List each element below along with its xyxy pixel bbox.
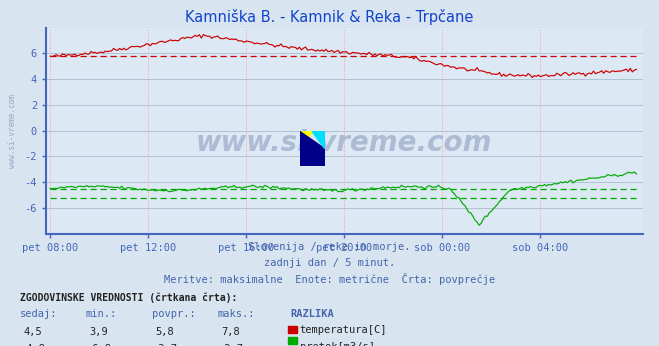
Polygon shape xyxy=(312,131,325,149)
Text: 7,8: 7,8 xyxy=(221,327,240,337)
Text: povpr.:: povpr.: xyxy=(152,309,195,319)
Text: -4,8: -4,8 xyxy=(20,344,45,346)
Polygon shape xyxy=(312,131,325,149)
Text: www.si-vreme.com: www.si-vreme.com xyxy=(8,94,17,169)
Text: sedaj:: sedaj: xyxy=(20,309,57,319)
Text: -2,7: -2,7 xyxy=(218,344,243,346)
Polygon shape xyxy=(300,131,312,149)
Text: min.:: min.: xyxy=(86,309,117,319)
Text: Kamniška B. - Kamnik & Reka - Trpčane: Kamniška B. - Kamnik & Reka - Trpčane xyxy=(185,9,474,25)
Text: ZGODOVINSKE VREDNOSTI (črtkana črta):: ZGODOVINSKE VREDNOSTI (črtkana črta): xyxy=(20,292,237,303)
Polygon shape xyxy=(300,131,325,166)
Text: Meritve: maksimalne  Enote: metrične  Črta: povprečje: Meritve: maksimalne Enote: metrične Črta… xyxy=(164,273,495,285)
Text: RAZLIKA: RAZLIKA xyxy=(290,309,333,319)
Text: -6,8: -6,8 xyxy=(86,344,111,346)
Text: 5,8: 5,8 xyxy=(156,327,174,337)
Text: -3,7: -3,7 xyxy=(152,344,177,346)
Text: 3,9: 3,9 xyxy=(90,327,108,337)
Text: zadnji dan / 5 minut.: zadnji dan / 5 minut. xyxy=(264,258,395,268)
Text: maks.:: maks.: xyxy=(217,309,255,319)
Text: 4,5: 4,5 xyxy=(24,327,42,337)
Text: www.si-vreme.com: www.si-vreme.com xyxy=(196,129,492,157)
Text: pretok[m3/s]: pretok[m3/s] xyxy=(300,342,375,346)
Text: temperatura[C]: temperatura[C] xyxy=(300,325,387,335)
Text: Slovenija / reke in morje.: Slovenija / reke in morje. xyxy=(248,242,411,252)
